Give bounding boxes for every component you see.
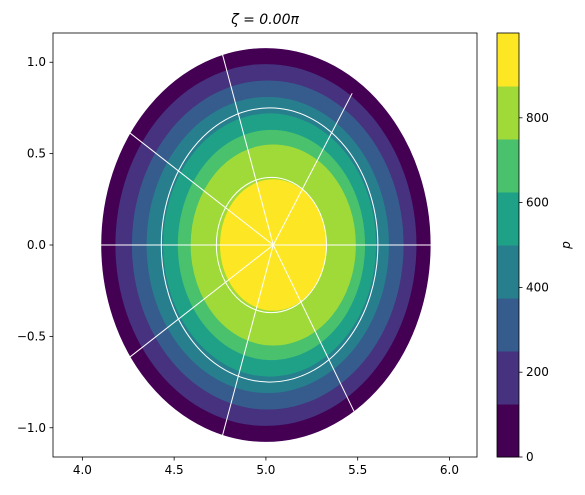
x-tick-label: 5.0 <box>256 463 275 477</box>
y-tick-label: 1.0 <box>27 55 46 69</box>
colorbar-segment <box>497 139 519 193</box>
y-tick-label: 0.5 <box>27 147 46 161</box>
x-tick-label: 6.0 <box>440 463 459 477</box>
colorbar-tick-label: 800 <box>526 111 549 125</box>
y-tick-label: −0.5 <box>17 329 46 343</box>
theta-line <box>127 131 274 246</box>
colorbar-segment <box>497 192 519 246</box>
colorbar-segment <box>497 351 519 405</box>
chart-title: ζ = 0.00π <box>230 12 299 28</box>
x-tick-label: 4.5 <box>165 463 184 477</box>
colorbar-segment <box>497 404 519 458</box>
plot-area <box>100 47 432 443</box>
theta-line <box>272 244 355 412</box>
colorbar-tick-label: 200 <box>526 365 549 379</box>
theta-line <box>221 52 274 246</box>
colorbar-tick-label: 400 <box>526 280 549 294</box>
theta-line <box>221 244 274 438</box>
theta-line <box>127 244 274 359</box>
x-tick-label: 4.0 <box>73 463 92 477</box>
theta-line <box>272 93 353 246</box>
colorbar-segment <box>497 33 519 87</box>
colorbar-label: p <box>559 241 573 250</box>
x-tick-label: 5.5 <box>348 463 367 477</box>
colorbar-tick-label: 600 <box>526 196 549 210</box>
colorbar-segment <box>497 245 519 299</box>
colorbar-tick-label: 0 <box>526 450 534 464</box>
y-tick-label: −1.0 <box>17 421 46 435</box>
colorbar-segment <box>497 298 519 352</box>
colorbar-segment <box>497 86 519 140</box>
colorbar-frame <box>496 32 520 458</box>
y-tick-label: 0.0 <box>27 238 46 252</box>
